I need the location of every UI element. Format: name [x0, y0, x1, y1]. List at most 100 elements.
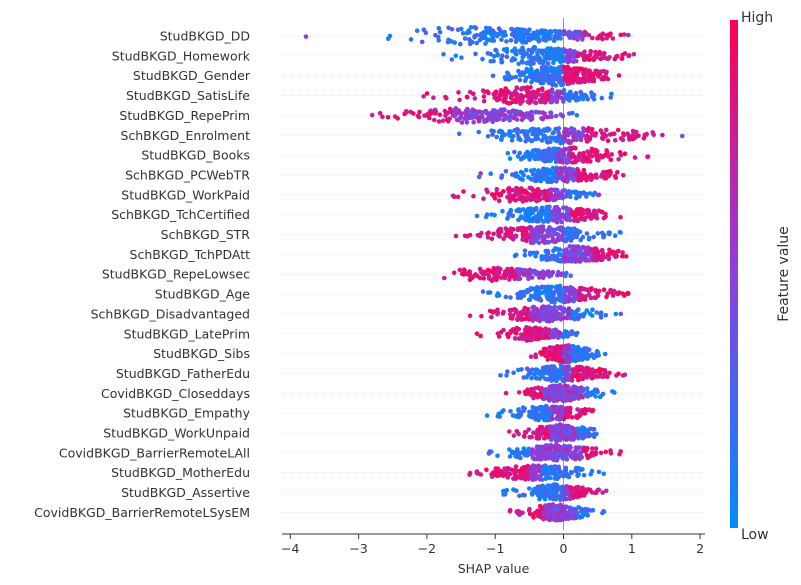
shap-point	[571, 35, 577, 41]
shap-point	[565, 209, 571, 214]
shap-point	[574, 113, 580, 118]
shap-point	[542, 176, 547, 182]
shap-point	[555, 155, 560, 160]
shap-point	[427, 115, 432, 121]
shap-point	[564, 77, 570, 82]
shap-point	[529, 116, 535, 121]
shap-point	[586, 237, 592, 242]
shap-point	[517, 48, 523, 53]
shap-point	[598, 128, 604, 133]
shap-point	[578, 34, 583, 39]
shap-point	[532, 476, 538, 482]
shap-point	[503, 390, 509, 396]
shap-point	[554, 219, 560, 225]
shap-point	[485, 235, 491, 240]
shap-point	[417, 109, 422, 115]
grid-lines	[282, 35, 705, 513]
shap-point	[514, 127, 520, 132]
shap-point	[533, 253, 538, 259]
feature-row	[498, 362, 628, 384]
shap-point	[467, 109, 472, 115]
shap-point	[504, 373, 509, 378]
shap-point	[556, 466, 562, 472]
shap-point	[620, 253, 625, 259]
shap-point	[574, 31, 579, 36]
shap-point	[472, 96, 478, 101]
shap-point	[538, 99, 543, 105]
beeswarm-points	[303, 25, 685, 523]
shap-point	[480, 56, 485, 62]
shap-point	[576, 207, 582, 212]
shap-point	[568, 469, 574, 475]
shap-point	[470, 91, 476, 97]
shap-point	[567, 254, 573, 259]
shap-point	[588, 371, 594, 377]
shap-point	[536, 313, 541, 318]
shap-point	[540, 79, 546, 84]
shap-point	[555, 471, 560, 477]
shap-point	[540, 116, 545, 122]
shap-point	[539, 28, 544, 33]
shap-point	[534, 375, 540, 381]
shap-point	[491, 231, 496, 237]
shap-point	[440, 118, 446, 123]
shap-point	[539, 305, 545, 311]
shap-point	[613, 250, 618, 255]
shap-point	[564, 92, 569, 97]
shap-point	[500, 208, 505, 214]
shap-point	[546, 49, 552, 55]
shap-point	[538, 449, 543, 455]
shap-point	[582, 49, 587, 54]
shap-point	[590, 132, 595, 138]
shap-point	[548, 66, 553, 72]
shap-point	[581, 190, 586, 195]
shap-point	[573, 245, 579, 250]
shap-point	[536, 240, 542, 246]
shap-point	[590, 446, 595, 451]
shap-point	[524, 85, 530, 90]
shap-point	[553, 346, 559, 352]
shap-point	[593, 131, 599, 136]
shap-point	[470, 39, 475, 45]
shap-point	[548, 187, 554, 192]
shap-point	[507, 156, 513, 161]
shap-point	[542, 128, 547, 134]
shap-point	[539, 68, 545, 74]
feature-row	[512, 244, 629, 264]
shap-point	[558, 292, 564, 298]
shap-point	[605, 169, 611, 175]
shap-point	[473, 51, 478, 57]
shap-point	[554, 254, 560, 259]
shap-point	[522, 248, 528, 253]
shap-point	[598, 393, 604, 399]
shap-point	[437, 112, 443, 117]
shap-point	[607, 55, 612, 60]
shap-point	[529, 229, 534, 234]
shap-point	[546, 239, 552, 245]
shap-point	[588, 177, 594, 182]
shap-point	[530, 218, 535, 224]
feature-row	[484, 403, 596, 423]
shap-point	[571, 134, 576, 139]
shap-point	[558, 344, 564, 350]
shap-point	[432, 107, 438, 113]
shap-point	[491, 58, 496, 64]
shap-point	[574, 490, 580, 495]
shap-point	[587, 150, 593, 155]
shap-point	[495, 52, 501, 57]
shap-point	[517, 207, 522, 212]
shap-point	[527, 486, 532, 491]
shap-point	[568, 194, 573, 200]
shap-point	[580, 234, 586, 240]
shap-point	[556, 387, 561, 393]
shap-point	[565, 96, 570, 101]
shap-point	[585, 446, 590, 451]
shap-point	[564, 367, 569, 372]
shap-point	[489, 236, 495, 242]
shap-point	[481, 196, 486, 201]
shap-point	[572, 357, 577, 362]
shap-point	[549, 470, 554, 476]
shap-point	[500, 53, 505, 58]
shap-point	[532, 192, 537, 198]
shap-point	[495, 311, 500, 317]
